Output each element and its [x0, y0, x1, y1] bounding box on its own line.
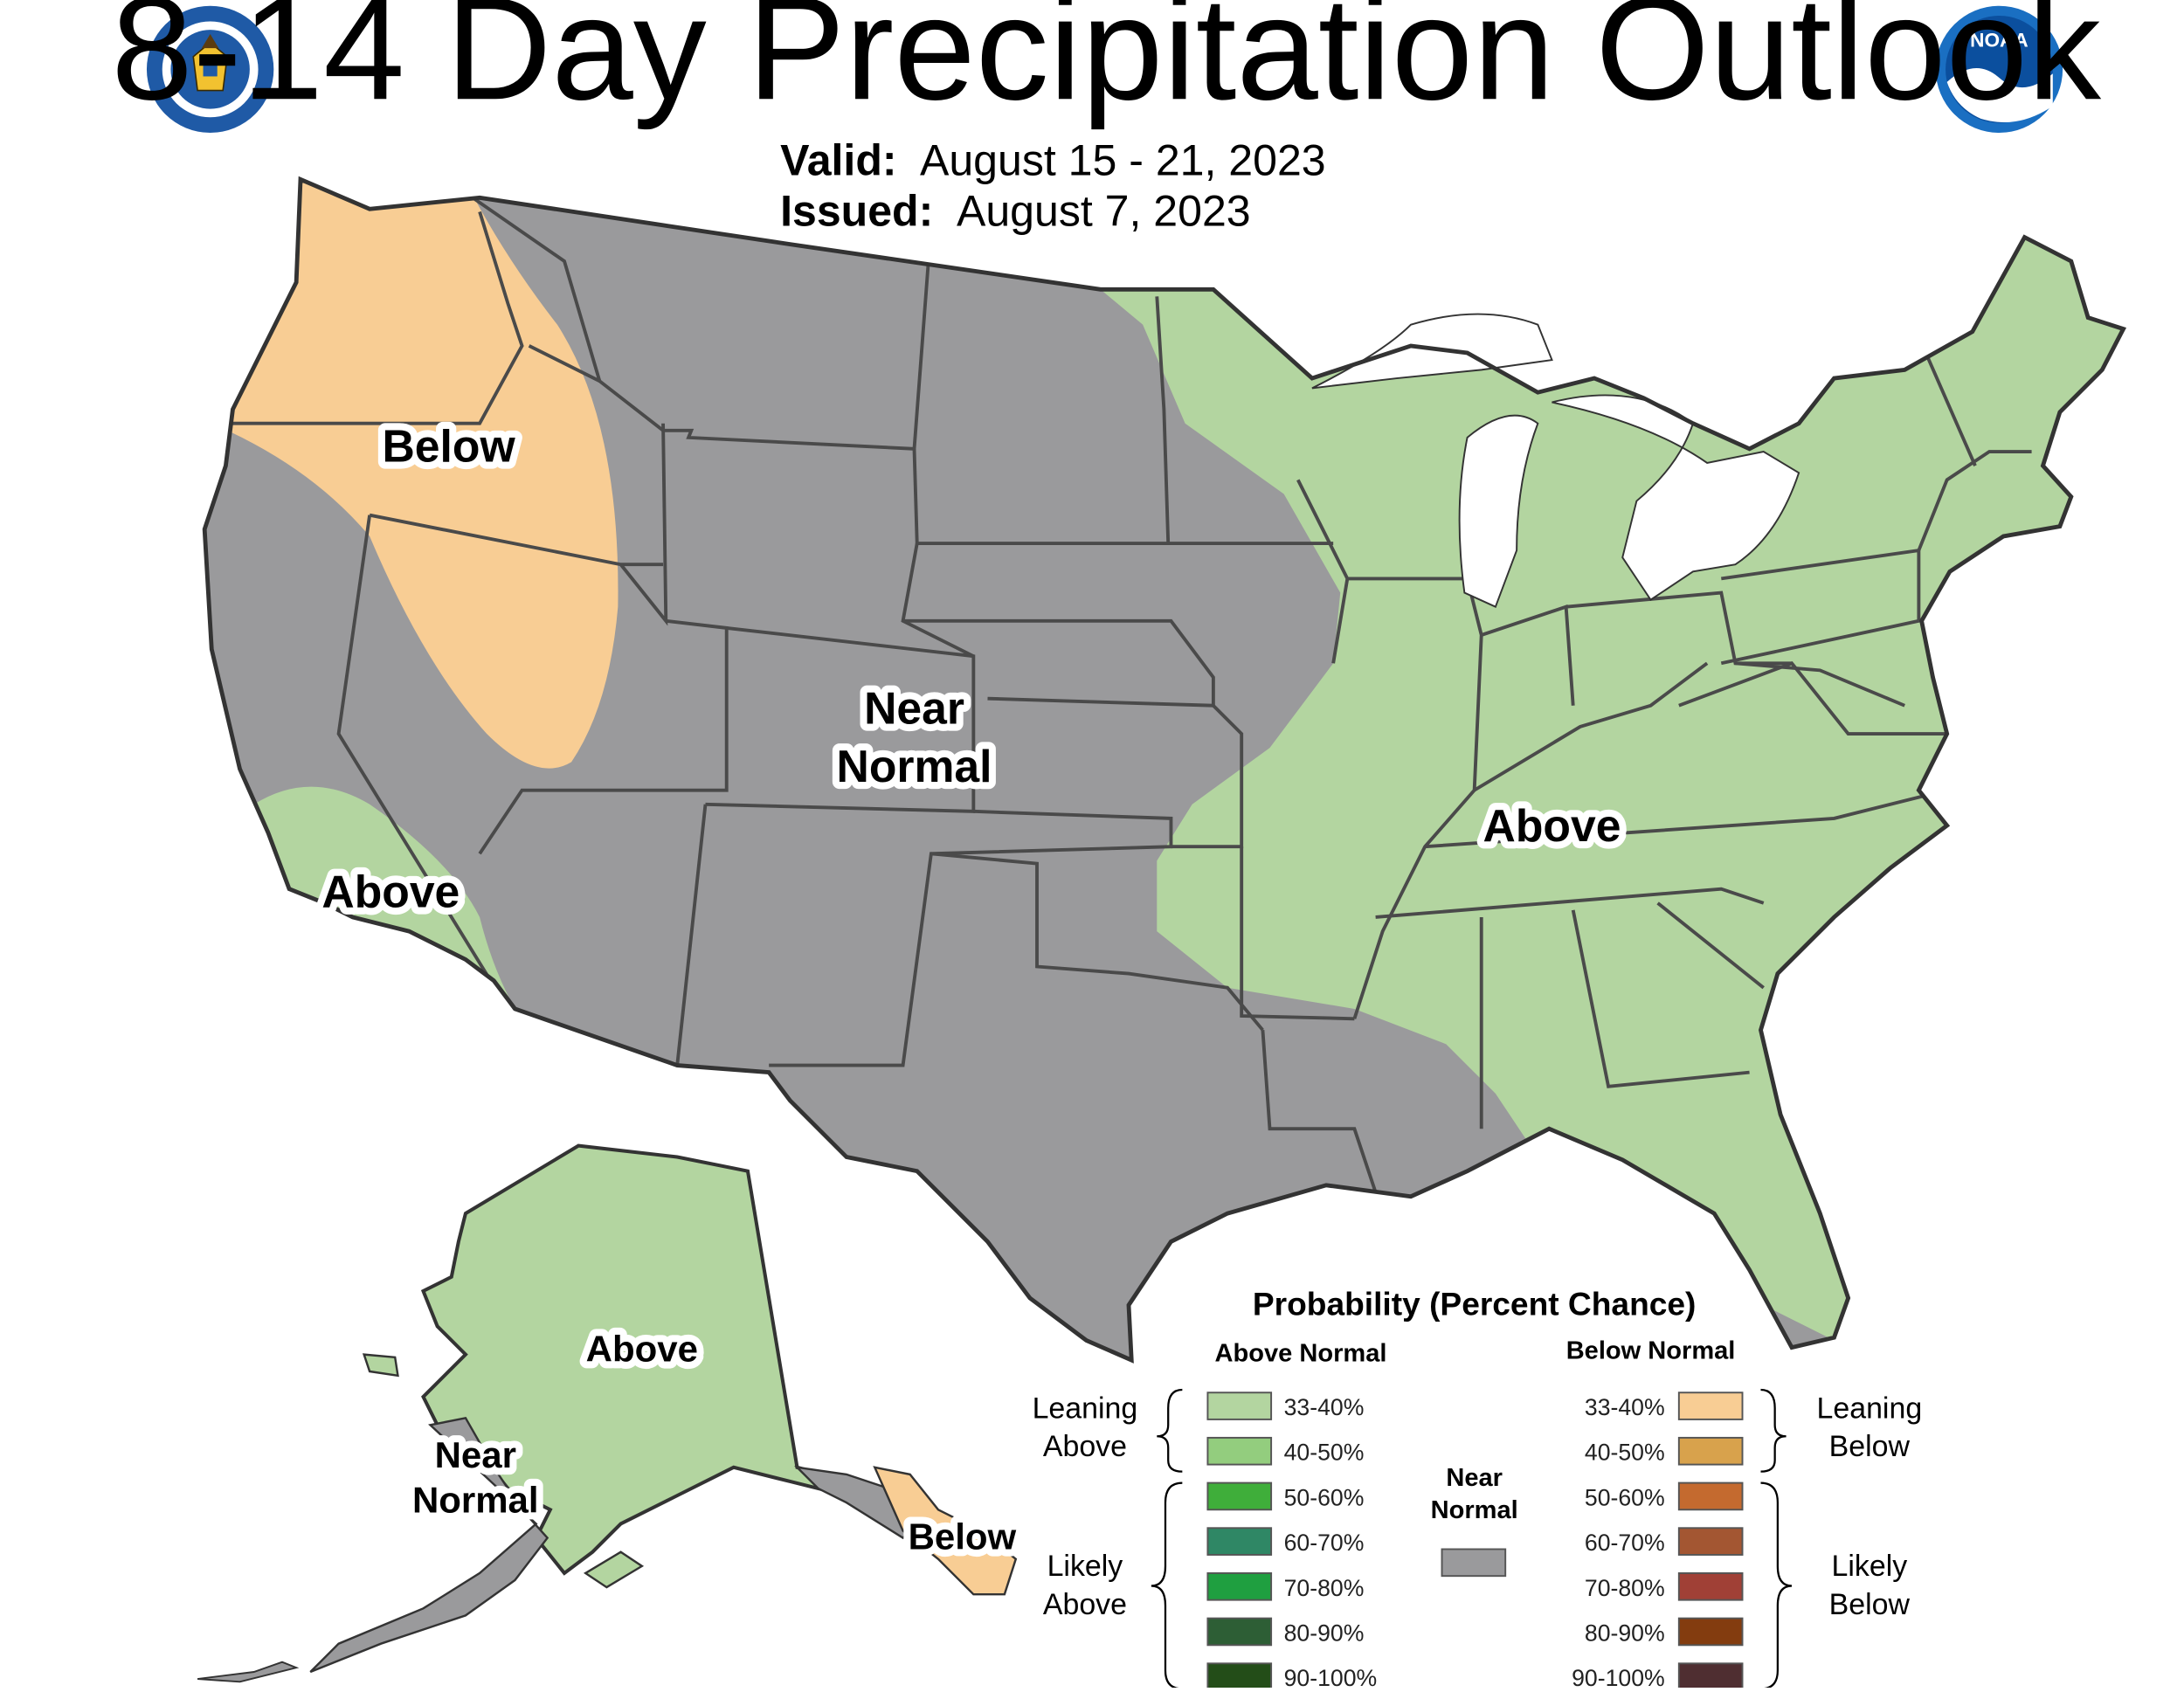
state-boundaries — [225, 196, 2032, 1214]
legend-leaning-above-2: Above — [1043, 1430, 1127, 1463]
page-title: 8-14 Day Precipitation Outlook — [111, 0, 2102, 130]
legend-above-swatch-5 — [1206, 1617, 1273, 1647]
legend-leaning-below-2: Below — [1829, 1430, 1911, 1463]
noaa-text: NOAA — [1970, 30, 2028, 52]
label-ak-below: Below — [909, 1516, 1017, 1557]
legend-above-swatch-6 — [1206, 1662, 1273, 1691]
label-above-east: Above — [1483, 800, 1621, 851]
alaska-below-region — [873, 1466, 1018, 1596]
legend-likely-below-2: Below — [1829, 1588, 1911, 1621]
legend-above-swatch-1 — [1206, 1436, 1273, 1466]
below-northwest-region — [211, 179, 619, 769]
alaska-near-normal-region — [309, 1416, 549, 1674]
legend-above-swatch-4 — [1206, 1571, 1273, 1601]
legend-below-range-1: 40-50% — [1585, 1440, 1665, 1466]
legend-below-swatch-4 — [1677, 1571, 1744, 1601]
label-ak-near-1: Near — [435, 1434, 516, 1475]
legend-below-range-5: 80-90% — [1585, 1619, 1665, 1646]
legend-below-range-0: 33-40% — [1585, 1394, 1665, 1420]
legend-leaning-below-1: Leaning — [1817, 1392, 1923, 1425]
label-ak-near-2: Normal — [412, 1480, 539, 1521]
header: NOAA 8-14 Day Precipitation Outlook Vali… — [111, 0, 2102, 236]
label-above-socal: Above — [321, 867, 460, 917]
legend-above-range-1: 40-50% — [1284, 1440, 1365, 1466]
legend-above-range-4: 70-80% — [1284, 1575, 1365, 1601]
label-ak-above: Above — [586, 1329, 698, 1370]
legend: Probability (Percent Chance) Above Norma… — [1033, 1285, 1923, 1691]
legend-below-swatch-2 — [1677, 1481, 1744, 1511]
legend-likely-above-2: Above — [1043, 1588, 1127, 1621]
issued-date: August 7, 2023 — [957, 187, 1251, 236]
legend-below-header: Below Normal — [1566, 1336, 1736, 1364]
legend-below-swatch-1 — [1677, 1436, 1744, 1466]
legend-title: Probability (Percent Chance) — [1253, 1285, 1697, 1322]
legend-below-swatch-6 — [1677, 1662, 1744, 1691]
legend-above-range-2: 50-60% — [1284, 1484, 1365, 1510]
legend-above-range-0: 33-40% — [1284, 1394, 1365, 1420]
valid-label: Valid: — [780, 135, 897, 184]
alaska-map — [197, 1143, 1018, 1683]
legend-above-range-5: 80-90% — [1284, 1619, 1365, 1646]
legend-below-swatches: 33-40% 40-50% 50-60% 60-70% 70-80% 80-90% 90-1… — [1572, 1392, 1744, 1691]
commerce-seal-icon — [146, 5, 274, 134]
legend-below-swatch-0 — [1677, 1392, 1744, 1420]
category-fills — [204, 179, 2124, 1361]
legend-below-range-4: 70-80% — [1585, 1575, 1665, 1601]
legend-above-swatch-2 — [1206, 1481, 1273, 1511]
region-labels: Below Near Normal Above Above Above Near… — [314, 413, 1628, 1564]
legend-near-header-1: Near — [1446, 1464, 1503, 1492]
legend-above-range-3: 60-70% — [1284, 1530, 1365, 1556]
legend-likely-below-1: Likely — [1832, 1550, 1908, 1583]
legend-below-swatch-3 — [1677, 1527, 1744, 1556]
great-lakes — [1311, 313, 1800, 608]
label-near-normal-1: Near — [864, 683, 964, 734]
legend-above-range-6: 90-100% — [1284, 1665, 1378, 1688]
legend-below-range-3: 60-70% — [1585, 1530, 1665, 1556]
legend-near-normal-swatch — [1441, 1548, 1507, 1578]
legend-near-header-2: Normal — [1431, 1496, 1518, 1524]
label-below-northwest: Below — [383, 420, 516, 471]
noaa-logo-icon: NOAA — [1935, 5, 2063, 134]
legend-below-swatch-5 — [1677, 1617, 1744, 1647]
valid-dates: August 15 - 21, 2023 — [920, 135, 1326, 184]
legend-below-range-2: 50-60% — [1585, 1484, 1665, 1510]
label-near-normal-2: Normal — [837, 741, 992, 791]
legend-above-swatches: 33-40% 40-50% 50-60% 60-70% 70-80% 80-90% 90-1… — [1206, 1392, 1378, 1691]
issued-label: Issued: — [780, 187, 933, 236]
conus-map — [141, 142, 2144, 1411]
legend-above-swatch-3 — [1206, 1527, 1273, 1556]
legend-leaning-above-1: Leaning — [1033, 1392, 1138, 1425]
legend-likely-above-1: Likely — [1047, 1550, 1123, 1583]
legend-above-swatch-0 — [1206, 1392, 1273, 1420]
legend-above-header: Above Normal — [1215, 1340, 1387, 1368]
legend-below-range-6: 90-100% — [1572, 1665, 1665, 1688]
